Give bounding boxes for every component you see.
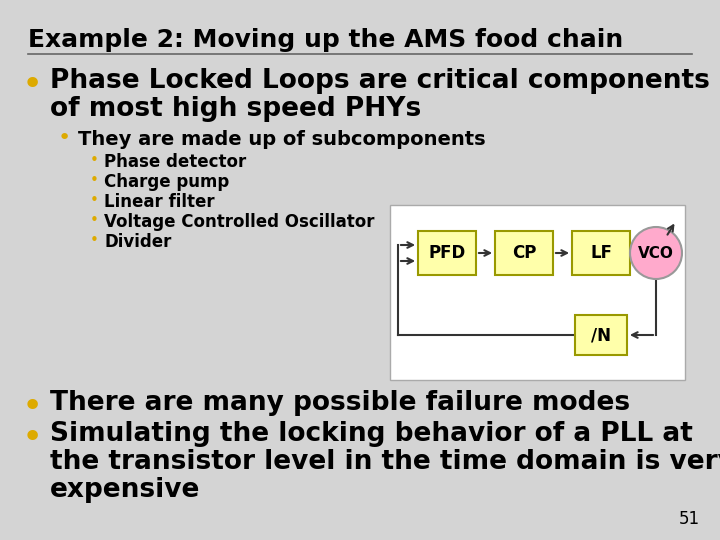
Text: •: •: [22, 68, 43, 102]
Text: CP: CP: [512, 244, 536, 262]
Text: They are made up of subcomponents: They are made up of subcomponents: [78, 130, 485, 149]
Text: Charge pump: Charge pump: [104, 173, 229, 191]
Text: Simulating the locking behavior of a PLL at: Simulating the locking behavior of a PLL…: [50, 421, 693, 447]
Text: Linear filter: Linear filter: [104, 193, 215, 211]
Text: expensive: expensive: [50, 477, 200, 503]
Text: Phase detector: Phase detector: [104, 153, 246, 171]
Text: LF: LF: [590, 244, 612, 262]
Text: •: •: [22, 390, 43, 424]
Text: •: •: [90, 173, 99, 188]
Text: There are many possible failure modes: There are many possible failure modes: [50, 390, 630, 416]
Circle shape: [630, 227, 682, 279]
Text: Voltage Controlled Oscillator: Voltage Controlled Oscillator: [104, 213, 374, 231]
Bar: [418, 231, 476, 275]
Text: of most high speed PHYs: of most high speed PHYs: [50, 96, 421, 122]
Text: •: •: [22, 421, 43, 455]
Text: /N: /N: [591, 326, 611, 344]
Text: •: •: [58, 128, 71, 148]
FancyBboxPatch shape: [390, 205, 685, 380]
Bar: [495, 231, 553, 275]
Bar: [572, 231, 630, 275]
Bar: [575, 315, 627, 355]
Text: •: •: [90, 213, 99, 228]
Text: Phase Locked Loops are critical components: Phase Locked Loops are critical componen…: [50, 68, 710, 94]
Text: the transistor level in the time domain is very: the transistor level in the time domain …: [50, 449, 720, 475]
Text: •: •: [90, 193, 99, 208]
Text: •: •: [90, 233, 99, 248]
Text: VCO: VCO: [638, 246, 674, 260]
Text: •: •: [90, 153, 99, 168]
Text: 51: 51: [679, 510, 700, 528]
Text: Example 2: Moving up the AMS food chain: Example 2: Moving up the AMS food chain: [28, 28, 624, 52]
Text: Divider: Divider: [104, 233, 171, 251]
Text: PFD: PFD: [428, 244, 466, 262]
